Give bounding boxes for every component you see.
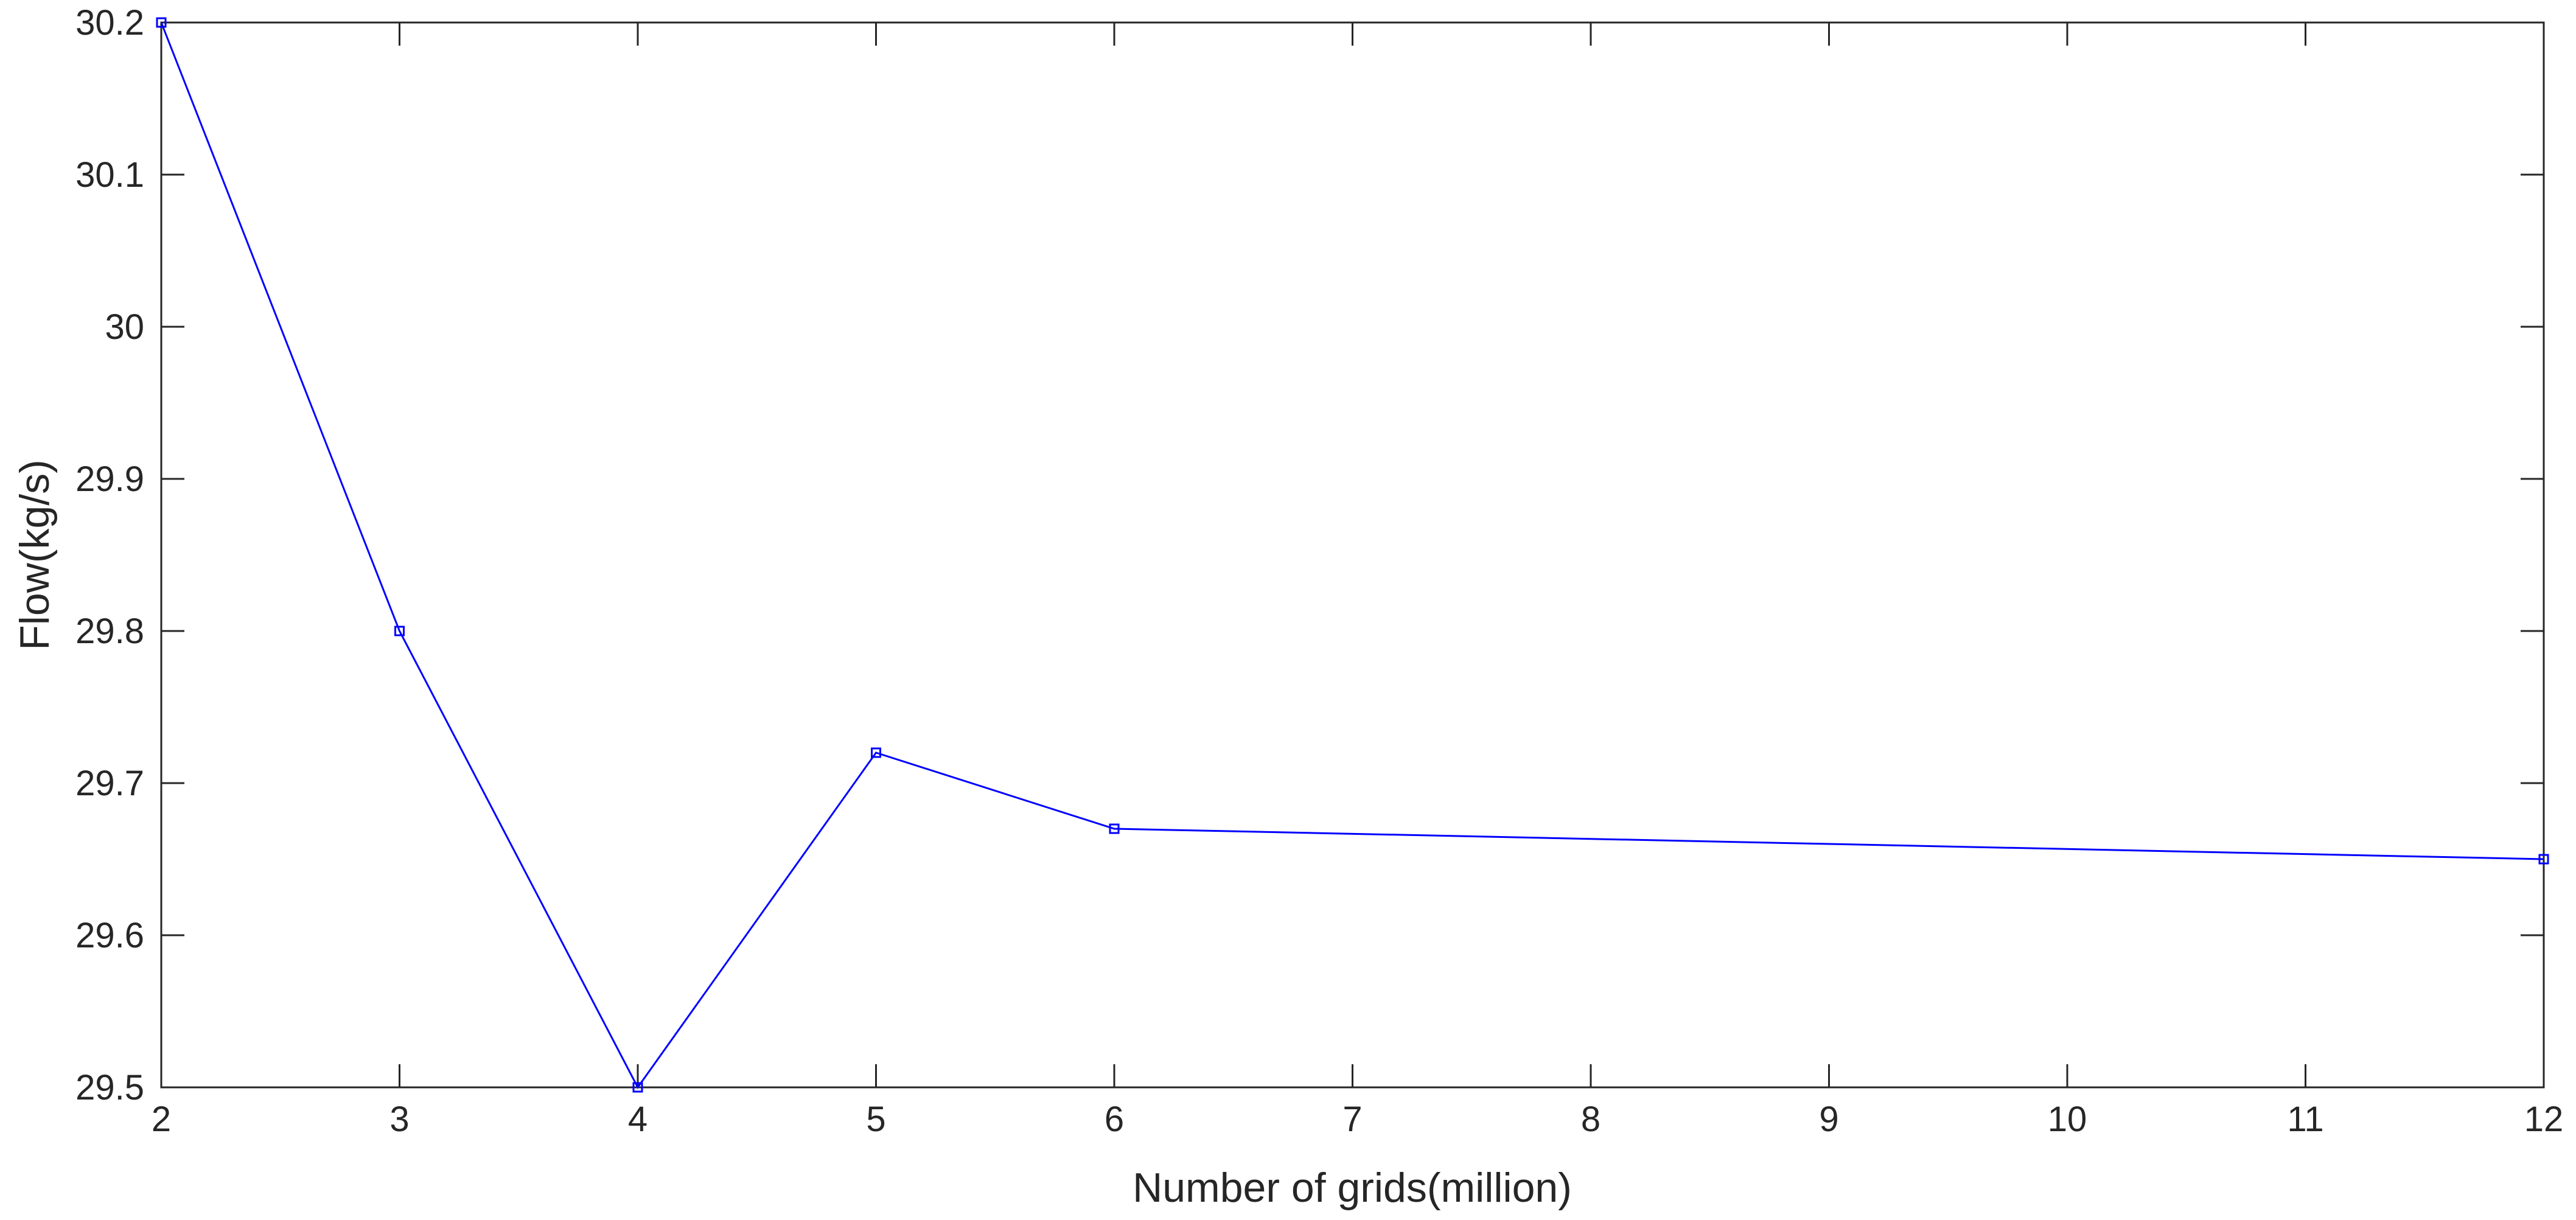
y-tick-label: 29.6: [75, 916, 144, 955]
x-axis-label: Number of grids(million): [1133, 1165, 1572, 1211]
data-point-marker: [2538, 854, 2549, 865]
x-tick-label: 2: [152, 1100, 171, 1139]
data-point-marker: [871, 747, 881, 758]
y-axis-label: Flow(kg/s): [12, 459, 58, 650]
x-tick-label: 11: [2287, 1100, 2323, 1139]
x-tick-label: 9: [1819, 1100, 1838, 1139]
series-line: [160, 22, 2544, 1089]
y-tick-label: 30.2: [75, 3, 144, 43]
x-tick-label: 10: [2048, 1100, 2087, 1139]
x-tick-label: 6: [1105, 1100, 1124, 1139]
data-point-marker: [156, 17, 167, 28]
x-tick-label: 3: [389, 1100, 409, 1139]
plot-area: [160, 21, 2545, 1089]
y-tick-label: 29.7: [75, 764, 144, 803]
y-tick-label: 29.9: [75, 459, 144, 499]
x-axis-ticks: 2 3 4 5 6 7 8 9 10 11 12: [152, 23, 2563, 1139]
x-tick-label: 12: [2524, 1100, 2564, 1139]
x-tick-label: 5: [866, 1100, 885, 1139]
data-point-marker: [394, 626, 405, 636]
series-layer: [156, 17, 2549, 1093]
data-point-marker: [632, 1082, 643, 1093]
y-tick-label: 30.1: [75, 155, 144, 195]
y-tick-label: 29.8: [75, 612, 144, 651]
y-axis-ticks: 29.5 29.6 29.7 29.8 29.9 30 30.1 30.2: [75, 3, 2544, 1107]
y-tick-label: 29.5: [75, 1068, 144, 1107]
x-tick-label: 8: [1581, 1100, 1600, 1139]
y-tick-label: 30: [105, 307, 144, 347]
data-point-marker: [1109, 823, 1120, 834]
x-tick-label: 4: [628, 1100, 647, 1139]
x-tick-label: 7: [1342, 1100, 1362, 1139]
